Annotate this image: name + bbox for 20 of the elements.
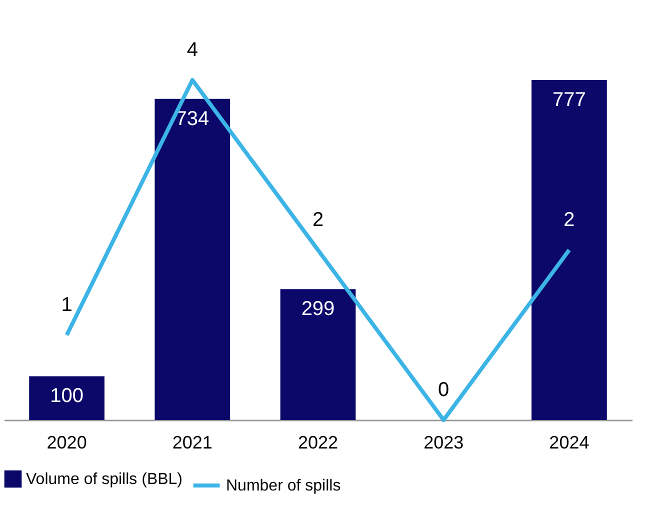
x-tick-label: 2020 — [46, 432, 87, 452]
data-label: 734 — [176, 108, 210, 130]
bar — [280, 289, 356, 420]
bar — [532, 80, 607, 420]
x-tick-label: 2021 — [172, 432, 212, 452]
data-label: 777 — [552, 89, 586, 111]
data-label: 0 — [438, 379, 450, 401]
data-label: 2 — [564, 209, 575, 231]
bar — [154, 98, 230, 420]
data-label: 4 — [186, 39, 198, 61]
x-tick-label: 2023 — [424, 432, 464, 452]
legend-label: Number of spills — [226, 478, 341, 494]
x-tick-label: 2022 — [298, 432, 338, 452]
legend-label: Volume of spills (BBL) — [26, 471, 183, 488]
bar — [29, 376, 104, 420]
data-label: 1 — [61, 294, 72, 316]
data-label: 2 — [312, 209, 324, 231]
data-label: 100 — [50, 385, 84, 408]
x-tick-label: 2024 — [549, 432, 590, 452]
data-label: 299 — [301, 298, 335, 320]
